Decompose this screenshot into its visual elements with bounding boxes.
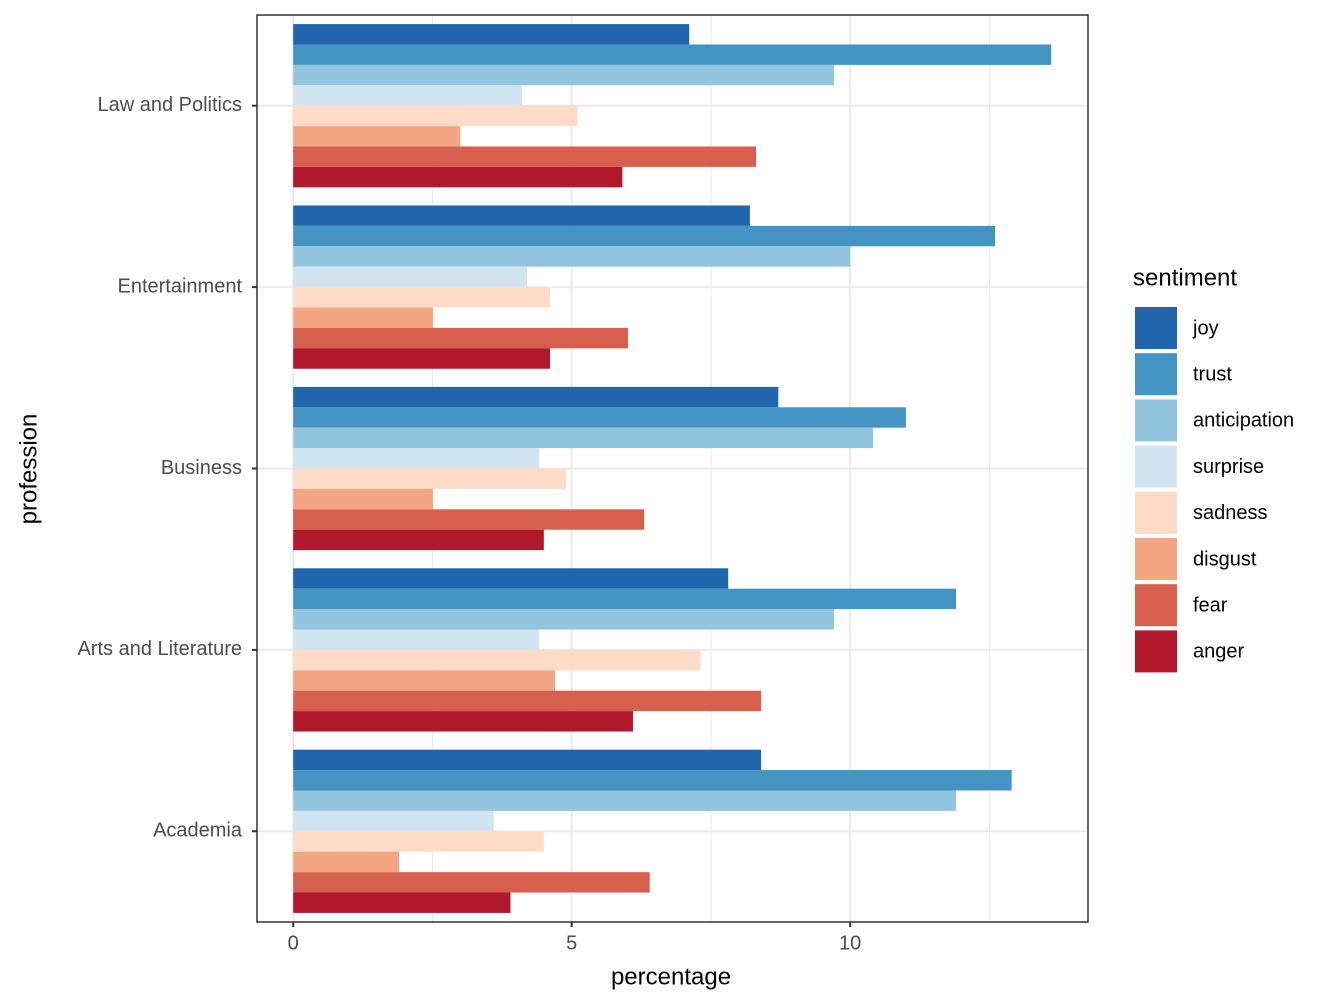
y-tick-label: Business bbox=[161, 457, 242, 479]
y-axis-title: profession bbox=[15, 414, 42, 525]
bar bbox=[293, 629, 540, 650]
legend-key bbox=[1135, 399, 1177, 442]
bar bbox=[293, 205, 750, 226]
legend-key bbox=[1135, 445, 1177, 488]
bar bbox=[293, 851, 400, 873]
bar bbox=[293, 24, 690, 45]
bar bbox=[293, 64, 835, 86]
bar bbox=[293, 711, 633, 732]
bar bbox=[293, 146, 757, 167]
bar bbox=[293, 126, 461, 147]
bar bbox=[293, 690, 762, 712]
y-tick-label: Entertainment bbox=[117, 275, 242, 297]
bar bbox=[293, 348, 550, 369]
x-tick-label: 0 bbox=[288, 932, 299, 954]
x-tick-label: 5 bbox=[566, 932, 577, 954]
bar bbox=[293, 790, 956, 811]
x-axis-title: percentage bbox=[611, 963, 731, 990]
legend-key bbox=[1135, 491, 1177, 534]
bar bbox=[293, 810, 494, 832]
legend-key bbox=[1135, 353, 1177, 396]
bar bbox=[293, 246, 851, 267]
y-tick-label: Arts and Literature bbox=[77, 638, 242, 660]
bar bbox=[293, 307, 434, 328]
bar bbox=[293, 448, 540, 469]
bar bbox=[293, 386, 779, 408]
legend-key bbox=[1135, 307, 1177, 349]
bar bbox=[293, 407, 906, 428]
bar bbox=[293, 588, 956, 610]
legend-label: surprise bbox=[1193, 456, 1264, 478]
bar bbox=[293, 44, 1052, 65]
y-tick-label: Law and Politics bbox=[97, 94, 242, 116]
bar bbox=[293, 770, 1012, 791]
bar bbox=[293, 225, 995, 247]
bar bbox=[293, 649, 701, 671]
legend-key bbox=[1135, 538, 1177, 580]
legend-key bbox=[1135, 630, 1177, 673]
bar bbox=[293, 568, 729, 589]
legend-label: joy bbox=[1192, 317, 1219, 339]
bar bbox=[293, 468, 567, 489]
bar bbox=[293, 287, 550, 308]
bar bbox=[293, 166, 623, 188]
bar bbox=[293, 670, 555, 691]
x-tick-label: 10 bbox=[839, 932, 861, 954]
bar bbox=[293, 85, 523, 106]
legend-label: fear bbox=[1193, 594, 1228, 616]
bar bbox=[293, 872, 650, 893]
bar bbox=[293, 609, 835, 630]
bar bbox=[293, 105, 578, 127]
legend-label: anticipation bbox=[1193, 410, 1294, 432]
bar bbox=[293, 509, 645, 530]
y-tick-label: Academia bbox=[153, 820, 243, 842]
bar bbox=[293, 266, 528, 288]
bar bbox=[293, 831, 544, 852]
bar bbox=[293, 892, 511, 913]
bar bbox=[293, 749, 762, 771]
legend-label: anger bbox=[1193, 641, 1244, 663]
legend-label: sadness bbox=[1193, 502, 1268, 524]
legend-key bbox=[1135, 584, 1177, 627]
bar bbox=[293, 327, 628, 349]
bar bbox=[293, 529, 544, 551]
bar bbox=[293, 427, 874, 449]
legend-title: sentiment bbox=[1133, 264, 1237, 291]
panel-border bbox=[256, 14, 1089, 923]
bar bbox=[293, 488, 434, 510]
legend-label: disgust bbox=[1193, 548, 1257, 570]
legend-label: trust bbox=[1193, 363, 1232, 385]
